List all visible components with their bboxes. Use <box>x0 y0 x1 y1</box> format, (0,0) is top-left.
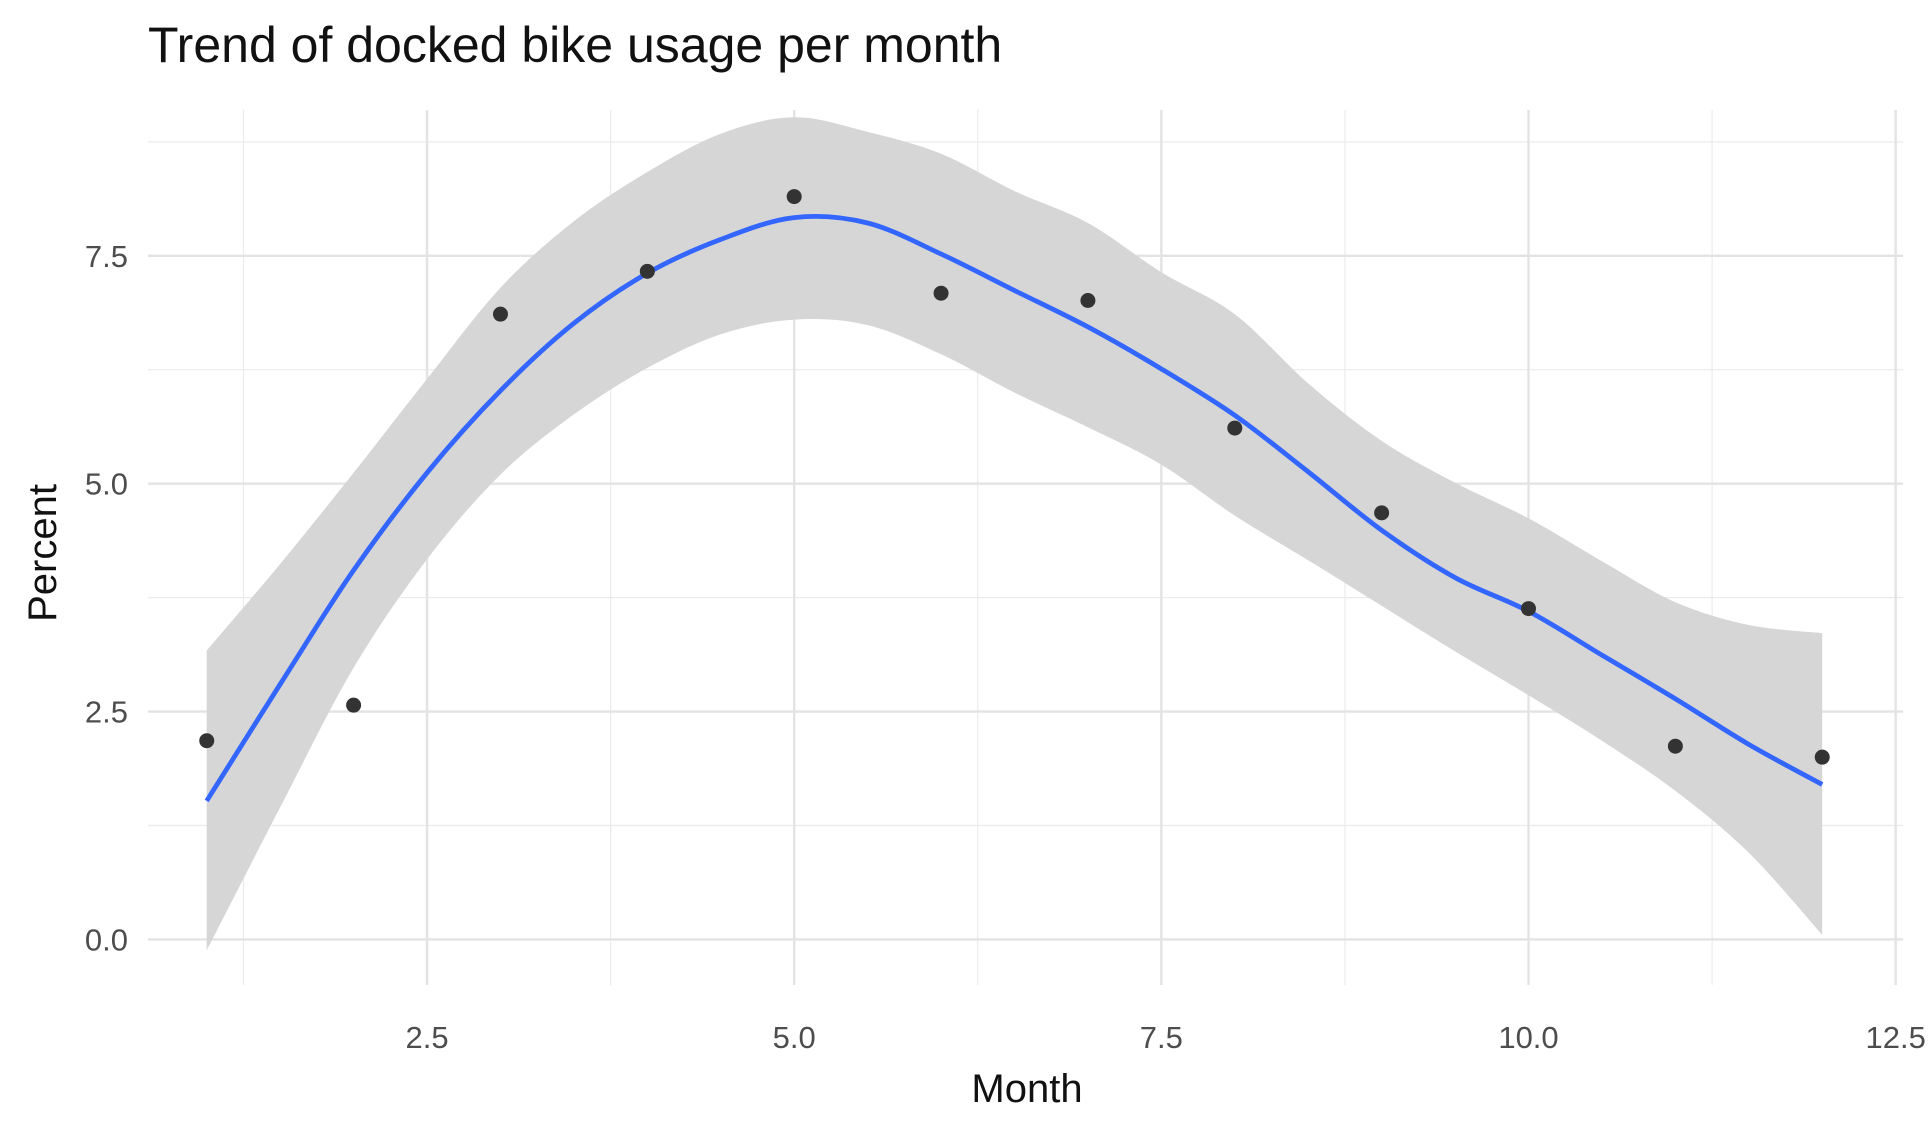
data-point <box>933 285 949 301</box>
x-axis-title: Month <box>971 1067 1082 1111</box>
data-point <box>346 697 362 713</box>
confidence-band <box>206 117 1823 951</box>
data-point <box>1667 738 1683 754</box>
y-tick-label: 0.0 <box>85 922 128 957</box>
data-points-layer <box>199 189 1830 765</box>
tick-labels-layer: 2.5 5.0 7.5 10.0 12.5 0.0 2.5 5.0 7.5 <box>85 239 1926 1055</box>
data-point <box>1814 749 1830 765</box>
x-tick-label: 7.5 <box>1140 1020 1183 1055</box>
data-point <box>1374 505 1390 521</box>
x-tick-label: 12.5 <box>1865 1020 1925 1055</box>
data-point <box>1521 601 1537 617</box>
x-tick-label: 10.0 <box>1498 1020 1558 1055</box>
x-tick-label: 5.0 <box>773 1020 816 1055</box>
data-point <box>1227 420 1243 436</box>
data-point <box>639 263 655 279</box>
confidence-band-layer <box>206 117 1823 951</box>
data-point <box>1080 292 1096 308</box>
data-point <box>199 733 215 749</box>
data-point <box>786 189 802 205</box>
x-tick-label: 2.5 <box>405 1020 448 1055</box>
data-point <box>492 306 508 322</box>
smooth-trend-line <box>204 214 1824 803</box>
y-tick-label: 2.5 <box>85 695 128 730</box>
y-tick-label: 7.5 <box>85 239 128 274</box>
smooth-line-layer <box>204 214 1824 803</box>
y-axis-title: Percent <box>21 484 65 622</box>
chart-title: Trend of docked bike usage per month <box>148 17 1003 73</box>
y-tick-label: 5.0 <box>85 467 128 502</box>
